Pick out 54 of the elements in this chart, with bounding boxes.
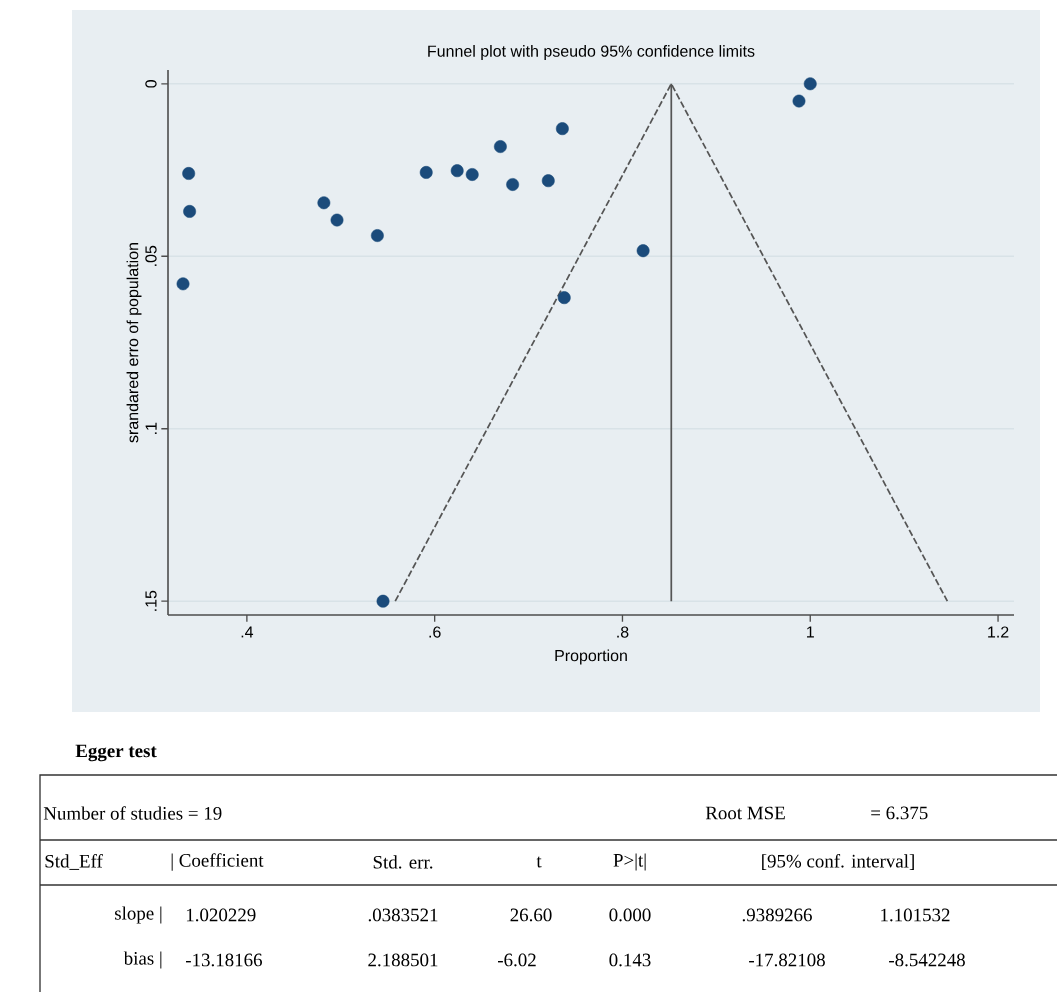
text: .0383521 [368,908,438,922]
text: Egger test [75,744,157,762]
y-tick-label: .05 [145,245,157,266]
point [182,167,196,180]
x-axis-title: Proportion [555,649,627,665]
text: .9389266 [742,908,812,922]
text: 0.143 [609,953,651,967]
text: Std. err. [373,855,433,869]
text: 1.020229 [186,908,256,922]
text: -8.542248 [889,953,965,967]
point [803,77,817,91]
x-tick-label: 1.2 [988,626,1009,638]
point [376,594,390,608]
text: [95% conf. interval] [762,854,914,870]
text: slope | [115,906,162,924]
point [557,291,571,305]
chart-title: Funnel plot with pseudo 95% confidence limits [428,45,755,60]
text: 1.101532 [881,908,950,922]
point [541,174,555,188]
point [555,122,569,136]
point [317,196,331,210]
point [183,205,196,218]
x-tick-label: .6 [429,626,441,638]
y-tick-label: .1 [145,422,157,434]
x-tick-label: .8 [617,626,629,638]
point [792,94,806,108]
text: 2.188501 [368,953,438,967]
text: -17.82108 [749,953,825,967]
point [465,168,479,181]
x-tick-label: .4 [241,626,254,638]
text: bias | [123,951,162,969]
point [450,164,464,178]
text: 26.60 [510,908,552,922]
point [636,244,650,258]
text: -13.18166 [185,953,263,967]
text: = 6.375 [871,806,928,820]
text: 0.000 [609,908,651,922]
point [494,140,507,153]
y-tick-label: 0 [145,79,157,88]
y-tick-label: .15 [145,590,157,611]
text: P>|t| [613,853,646,871]
y-axis-title: srandared erro of population [126,243,142,443]
text: Number of studies = 19 [43,806,222,820]
text: -6.02 [498,953,536,967]
point [370,229,384,242]
point [419,166,433,179]
text: t [536,856,542,868]
point [330,213,344,227]
text: | Coefficient [171,853,264,871]
x-tick-label: 1 [807,626,814,638]
text: Std_Eff [45,854,103,870]
point [176,277,190,291]
text: Root MSE [705,806,785,820]
point [506,178,520,191]
